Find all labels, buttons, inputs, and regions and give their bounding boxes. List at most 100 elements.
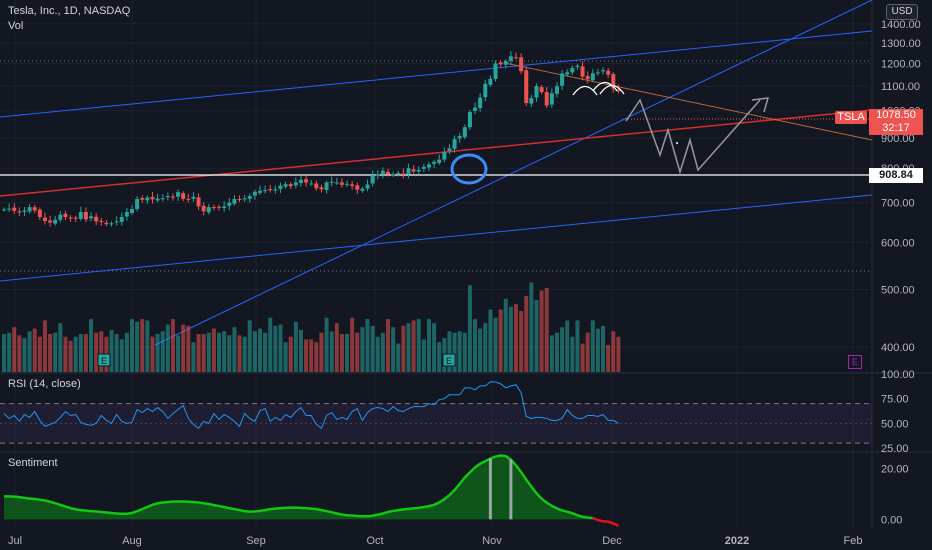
volume-bar [222,331,227,372]
earnings-marker-label: E [446,356,452,366]
candle-body [365,184,370,189]
volume-bar [590,320,595,372]
candle-body [155,198,160,201]
candle-body [493,63,498,79]
sentiment-spike [488,458,492,520]
candle-body [437,159,442,163]
volume-bar [606,344,611,372]
volume-bar [155,334,160,372]
candle-body [304,179,309,183]
volume-bar [73,336,78,372]
candle-body [426,164,431,168]
candle-body [565,72,570,75]
pattern-arc [592,81,618,92]
volume-bar [544,287,549,372]
volume-bar [396,343,401,372]
volume-bar [554,332,559,372]
volume-bar [514,304,518,372]
volume-bar [473,319,478,372]
volume-bar [498,309,503,372]
candle-body [345,183,350,185]
volume-bar [140,319,145,372]
sentiment-spike [509,459,513,520]
candle-body [22,210,27,212]
volume-bar [263,332,268,372]
candle-body [329,181,334,183]
volume-bar [380,332,385,372]
volume-bar [488,309,493,372]
x-tick-label: Jul [8,535,22,547]
volume-bar [252,331,257,372]
x-tick-label: Sep [246,535,266,547]
candle-body [524,70,529,104]
candle-body [324,182,329,190]
volume-bar [519,310,524,372]
volume-bar [165,324,170,372]
volume-bar [329,331,334,372]
volume-bar [391,327,396,372]
rsi-tick-label: 25.00 [881,443,909,455]
candle-body [283,184,288,187]
steep-trendline [154,0,873,346]
candle-body [165,196,170,198]
volume-bar [63,336,68,372]
volume-bar [314,342,319,372]
candle-body [181,193,186,200]
candle-body [590,73,595,81]
candle-body [539,87,544,93]
earnings-marker-upcoming[interactable]: E [848,355,862,369]
candle-body [350,184,355,186]
volume-bar [196,334,201,372]
volume-bar [68,340,73,372]
currency-button[interactable]: USD [886,4,918,20]
candle-body [48,220,53,223]
candle-body [360,188,365,191]
candle-body [519,57,524,72]
volume-bar [283,342,288,372]
sentiment-tick-label: 20.00 [881,463,909,475]
volume-bar [406,323,411,372]
candle-body [488,78,493,85]
volume-bar [227,335,232,372]
candle-body [386,171,390,175]
candle-body [252,191,257,196]
volume-bar [206,332,211,372]
candle-body [401,173,406,175]
rsi-title: RSI (14, close) [8,378,81,390]
candle-body [27,207,32,212]
volume-bar [217,332,222,372]
highlight-circle [450,153,488,185]
volume-bar [616,336,621,372]
candle-body [124,212,129,217]
y-tick-label: 500.00 [881,284,915,296]
candle-body [508,56,513,61]
volume-bar [58,323,63,372]
candle-body [227,202,232,206]
volume-bar [293,321,298,372]
volume-bar [191,342,196,372]
candle-body [396,173,401,175]
candle-body [370,175,375,184]
grid [0,0,932,528]
rsi-line [3,381,619,430]
projection-path [625,98,761,175]
candle-body [585,76,590,80]
volume-bar [78,334,83,372]
rsi-pane [0,381,872,444]
support-trendline [0,109,873,197]
volume-bar [114,334,119,372]
candle-body [53,219,58,224]
volume-bar [452,332,457,372]
volume-bar [493,317,498,372]
volume-bar [432,323,437,372]
candle-body [104,222,109,225]
x-tick-label: Feb [844,535,863,547]
volume-bar [508,306,513,372]
volume-bar [32,328,37,372]
candle-body [457,136,462,139]
candle-body [94,216,99,222]
volume-bar [53,332,58,372]
volume-bar [360,327,365,372]
